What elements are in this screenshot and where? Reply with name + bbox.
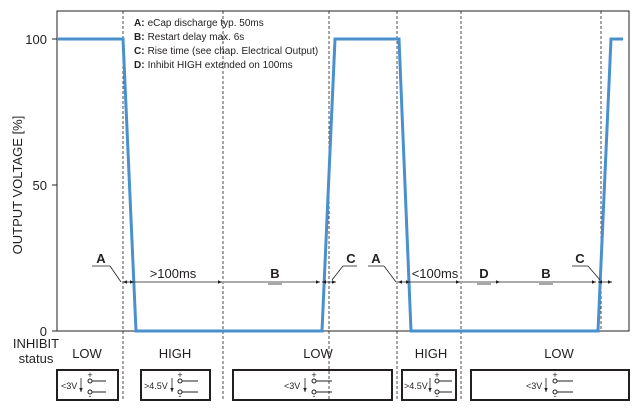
interval-label-c-2: C — [575, 251, 585, 266]
legend-item-b: B: Restart delay max. 6s — [134, 32, 244, 43]
switch-box-3-voltage: <3V — [284, 381, 300, 391]
switch-box-3-minus: - — [313, 391, 316, 401]
interval-label-c-1: C — [346, 251, 356, 266]
leader-c-2-diag — [587, 265, 601, 281]
switch-box-5-voltage: <3V — [526, 381, 542, 391]
switch-box-4-plus: + — [434, 370, 439, 380]
leader-a-1-diag — [109, 265, 122, 283]
state-label-3: LOW — [303, 346, 333, 361]
switch-box-5-plus: + — [552, 370, 557, 380]
interval-label-gt100ms: >100ms — [150, 266, 197, 281]
plot-frame — [56, 10, 630, 332]
switch-box-3-plus: + — [311, 370, 316, 380]
state-label-4: HIGH — [415, 346, 448, 361]
interval-label-b-1: B — [270, 266, 279, 281]
y-tick-label-0: 0 — [40, 324, 47, 339]
switch-box-1: <3V + - — [56, 369, 119, 401]
interval-labels: A >100ms B C A <100ms D B C — [96, 251, 585, 281]
legend-item-a: A: eCap discharge typ. 50ms — [134, 18, 264, 29]
legend: A: eCap discharge typ. 50ms B: Restart del… — [134, 18, 318, 71]
inhibit-label-line1: INHIBIT — [13, 336, 59, 351]
switch-box-2-voltage: >4.5V — [144, 381, 168, 391]
switch-box-1-minus: - — [89, 391, 92, 401]
switch-box-5: <3V + - — [470, 369, 630, 401]
y-axis-label: OUTPUT VOLTAGE [%] — [10, 116, 25, 255]
interval-label-lt100ms: <100ms — [412, 266, 459, 281]
state-label-5: LOW — [544, 346, 574, 361]
state-label-1: LOW — [72, 346, 102, 361]
state-label-2: HIGH — [159, 346, 192, 361]
y-tick-label-50: 50 — [33, 178, 47, 193]
leader-c-1-diag — [331, 265, 344, 281]
inhibit-label-line2: status — [19, 351, 54, 366]
legend-item-d: D: Inhibit HIGH extended on 100ms — [134, 60, 293, 71]
output-voltage-waveform — [57, 37, 623, 333]
switch-box-1-voltage: <3V — [61, 381, 77, 391]
switch-box-4-minus: - — [436, 391, 439, 401]
switch-box-4-voltage: >4.5V — [404, 381, 428, 391]
switch-box-5-minus: - — [554, 391, 557, 401]
legend-item-c: C: Rise time (see chap. Electrical Output… — [134, 46, 318, 57]
interval-label-d: D — [479, 266, 488, 281]
interval-label-b-2: B — [541, 266, 550, 281]
switch-box-1-plus: + — [87, 370, 92, 380]
interval-label-a-2: A — [371, 251, 381, 266]
switch-box-3: <3V + - — [232, 369, 393, 401]
interval-annotations — [92, 265, 612, 285]
interval-label-a-1: A — [96, 251, 106, 266]
switch-box-2-plus: + — [177, 370, 182, 380]
y-tick-label-100: 100 — [25, 32, 47, 47]
switch-box-4: >4.5V + - — [401, 369, 457, 401]
leader-a-2-diag — [383, 265, 397, 283]
switch-box-2: >4.5V + - — [140, 369, 211, 401]
inhibit-states: LOW HIGH LOW HIGH LOW — [72, 346, 574, 361]
switch-box-2-minus: - — [179, 391, 182, 401]
